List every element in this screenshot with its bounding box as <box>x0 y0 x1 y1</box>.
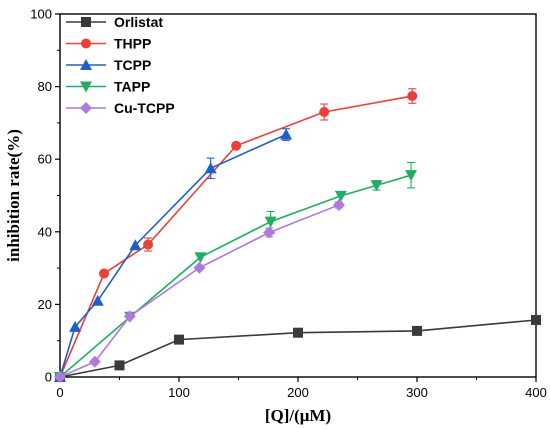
legend-item-tcpp: TCPP <box>66 57 151 73</box>
series-thpp <box>55 88 418 382</box>
x-axis-ticks: 0 100 200 300 400 <box>56 377 547 400</box>
y-axis-title: inhibition rate(%) <box>4 129 23 262</box>
data-point <box>370 180 383 192</box>
legend-marker <box>80 81 92 93</box>
data-point <box>143 239 154 250</box>
y-tick-label: 60 <box>38 152 52 167</box>
series-layer <box>54 88 541 383</box>
data-point <box>319 107 330 118</box>
data-point <box>332 198 345 211</box>
data-point <box>405 170 418 182</box>
data-point <box>54 371 66 383</box>
x-tick-label: 200 <box>287 385 309 400</box>
legend-item-cu-tcpp: Cu-TCPP <box>66 100 175 116</box>
data-point <box>193 261 206 274</box>
data-point <box>293 327 303 338</box>
series-orlistat <box>55 315 541 382</box>
legend-label: TAPP <box>114 79 150 95</box>
data-point <box>91 294 104 306</box>
legend-label: Orlistat <box>114 14 163 30</box>
series-line-cu-tcpp <box>59 204 340 378</box>
legend: Orlistat THPP TCPP TAPP Cu-TCPP <box>66 14 175 116</box>
y-tick-label: 20 <box>38 297 52 312</box>
data-point <box>69 320 82 332</box>
data-point <box>129 239 142 251</box>
series-line-orlistat <box>59 319 537 378</box>
data-point <box>194 252 207 264</box>
x-tick-label: 0 <box>56 385 63 400</box>
x-tick-label: 300 <box>406 385 428 400</box>
legend-label: Cu-TCPP <box>114 100 175 116</box>
y-tick-label: 40 <box>38 224 52 239</box>
legend-item-thpp: THPP <box>66 36 151 52</box>
series-line-tapp <box>59 174 412 378</box>
data-point <box>231 140 242 151</box>
series-line-tcpp <box>59 133 287 378</box>
data-point <box>123 310 136 323</box>
legend-item-orlistat: Orlistat <box>66 14 163 30</box>
y-tick-label: 0 <box>45 370 52 385</box>
data-point <box>531 315 541 326</box>
data-point <box>88 355 101 368</box>
legend-marker <box>80 102 92 114</box>
data-point <box>174 334 184 345</box>
legend-marker <box>81 17 91 27</box>
y-tick-label: 100 <box>30 7 52 22</box>
data-point <box>407 91 418 102</box>
data-point <box>334 190 347 202</box>
series-line-thpp <box>59 95 413 378</box>
y-tick-label: 80 <box>38 79 52 94</box>
x-tick-label: 400 <box>525 385 547 400</box>
legend-label: THPP <box>114 36 151 52</box>
legend-marker <box>80 59 92 70</box>
y-axis-ticks: 0 20 40 60 80 100 <box>30 7 60 385</box>
legend-label: TCPP <box>114 57 151 73</box>
data-point <box>99 268 110 279</box>
legend-marker <box>81 38 91 49</box>
x-axis-title: [Q]/(μM) <box>265 406 331 425</box>
data-point <box>412 325 422 336</box>
legend-item-tapp: TAPP <box>66 79 150 95</box>
series-cu-tcpp <box>54 198 345 383</box>
data-point <box>264 216 277 228</box>
data-point <box>280 128 293 140</box>
data-point <box>204 162 217 174</box>
x-tick-label: 100 <box>168 385 190 400</box>
series-tcpp <box>54 128 293 382</box>
data-point <box>114 360 125 371</box>
data-point <box>263 226 276 239</box>
